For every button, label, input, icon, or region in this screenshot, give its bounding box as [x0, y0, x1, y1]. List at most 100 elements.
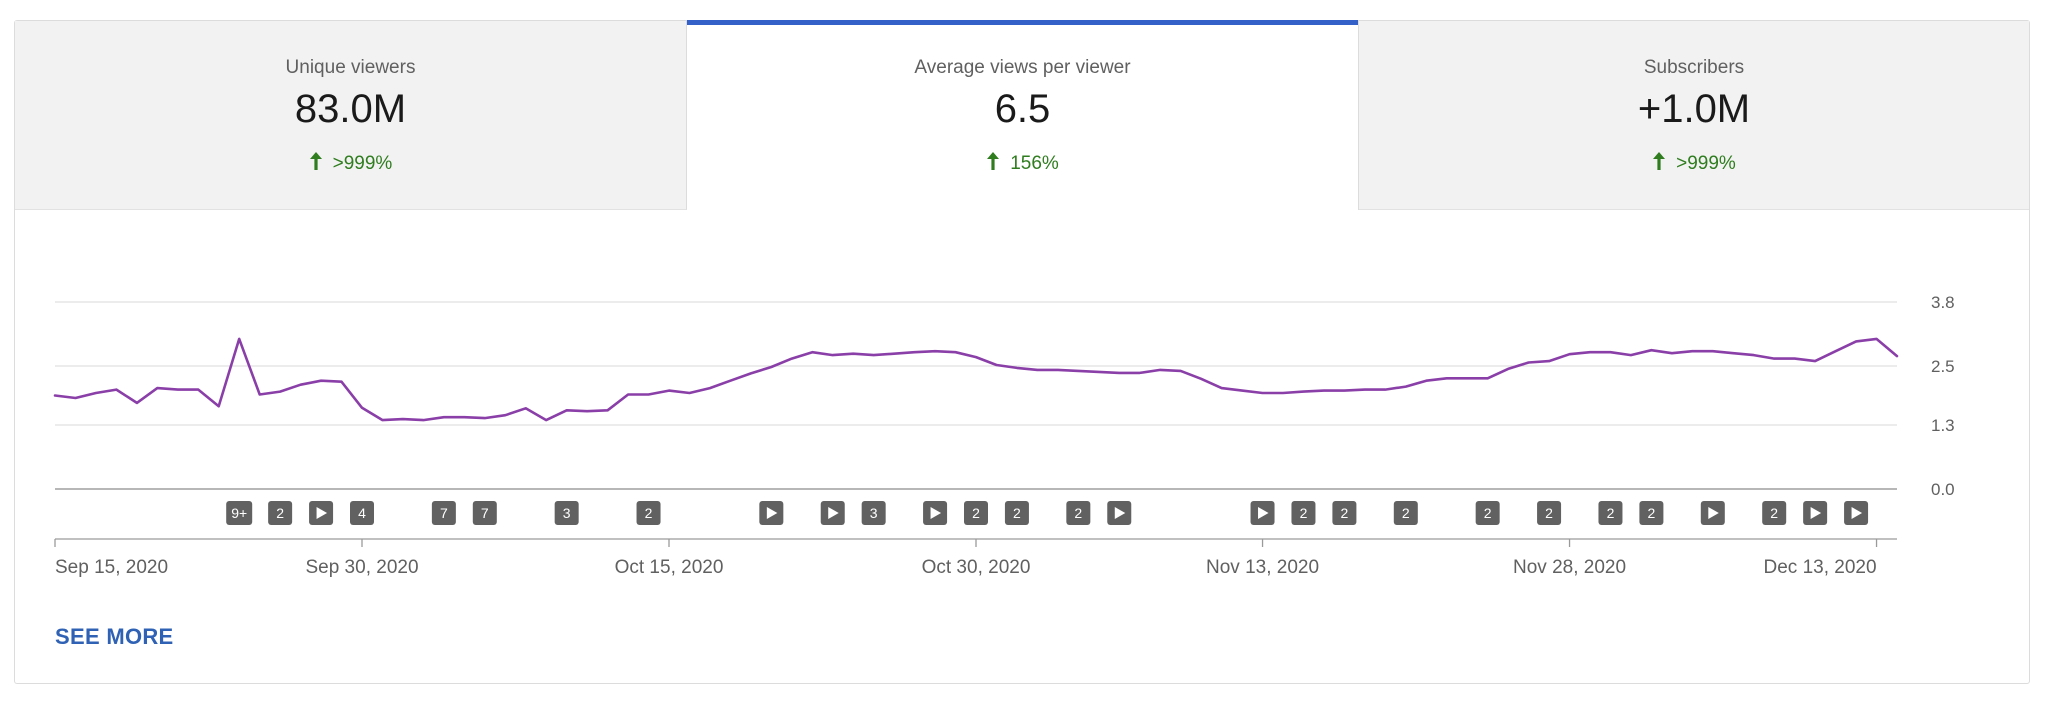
event-count-label: 7 [481, 505, 489, 521]
event-marker-box [1004, 501, 1029, 525]
video-event-marker[interactable] [1844, 501, 1869, 525]
play-icon [930, 507, 942, 519]
arrow-up-icon [987, 152, 1000, 170]
event-count-marker[interactable]: 3 [554, 501, 579, 525]
x-tick-label: Oct 15, 2020 [615, 557, 724, 578]
arrow-up-icon [309, 152, 322, 170]
play-icon [1114, 507, 1126, 519]
arrow-up-icon [1653, 152, 1666, 170]
event-count-marker[interactable]: 3 [861, 501, 886, 525]
event-count-marker[interactable]: 2 [1639, 501, 1664, 525]
y-tick-label: 2.5 [1931, 357, 1955, 376]
event-marker-box [554, 501, 579, 525]
event-marker-box [472, 501, 497, 525]
event-count-marker[interactable]: 2 [964, 501, 988, 525]
event-count-marker[interactable]: 2 [268, 501, 293, 525]
event-count-marker[interactable]: 2 [636, 501, 661, 525]
line-chart: 0.0 1.3 2.5 3.8 Sep 15, 2020 Sep 30, 2020 Oct … [53, 293, 1955, 578]
event-count-label: 2 [1545, 505, 1553, 521]
event-marker-box [1066, 501, 1091, 525]
video-event-marker[interactable] [759, 501, 784, 525]
tab-unique-viewers[interactable]: Unique viewers 83.0M >999% [15, 21, 687, 210]
tab-label: Unique viewers [285, 57, 416, 78]
event-count-label: 4 [358, 505, 366, 521]
play-icon [1258, 507, 1269, 519]
tab-value: 83.0M [294, 87, 407, 131]
event-count-label: 2 [645, 505, 653, 521]
x-tick-label: Sep 15, 2020 [55, 557, 168, 578]
event-marker-box [1475, 501, 1500, 525]
series-line [53, 337, 1899, 422]
video-event-marker[interactable] [923, 501, 948, 525]
event-count-marker[interactable]: 9+ [226, 501, 253, 525]
event-count-label: 7 [440, 505, 448, 521]
event-marker-box [1598, 501, 1623, 525]
y-tick-label: 3.8 [1931, 293, 1955, 312]
video-event-marker[interactable] [1803, 501, 1828, 525]
event-count-marker[interactable]: 2 [1332, 501, 1357, 525]
x-tick-label: Nov 28, 2020 [1513, 557, 1626, 578]
event-marker-box [226, 501, 253, 525]
tab-delta: 156% [687, 151, 1358, 175]
event-count-marker[interactable]: 2 [1598, 501, 1623, 525]
event-count-marker[interactable]: 2 [1393, 501, 1418, 525]
x-tick-label: Nov 13, 2020 [1206, 557, 1319, 578]
event-marker-box [1537, 501, 1562, 525]
event-count-marker[interactable]: 2 [1762, 501, 1787, 525]
event-count-marker[interactable]: 2 [1291, 501, 1316, 525]
x-tick-label: Oct 30, 2020 [922, 557, 1031, 578]
event-count-label: 3 [870, 505, 878, 521]
y-tick-label: 1.3 [1931, 416, 1955, 435]
event-count-label: 2 [1402, 505, 1410, 521]
event-count-label: 2 [1484, 505, 1492, 521]
play-icon [1708, 507, 1719, 519]
event-count-marker[interactable]: 2 [1066, 501, 1091, 525]
tab-subscribers[interactable]: Subscribers +1.0M >999% [1359, 21, 2029, 210]
y-tick-label: 0.0 [1931, 480, 1955, 499]
event-marker-box [268, 501, 293, 525]
see-more-link[interactable]: SEE MORE [55, 624, 174, 649]
tab-average-views-per-viewer[interactable]: Average views per viewer 6.5 156% [687, 20, 1359, 210]
event-marker-box [350, 501, 374, 525]
x-tick-label: Dec 13, 2020 [1764, 557, 1877, 578]
event-marker-box [636, 501, 661, 525]
event-count-marker[interactable]: 2 [1004, 501, 1029, 525]
event-count-label: 2 [1770, 505, 1778, 521]
analytics-card: Unique viewers 83.0M >999% Average views… [14, 20, 2030, 684]
tab-label: Subscribers [1643, 57, 1745, 78]
tab-delta: >999% [15, 151, 686, 175]
event-count-marker[interactable]: 2 [1537, 501, 1562, 525]
play-icon [766, 507, 778, 519]
event-marker-box [964, 501, 988, 525]
event-marker-box [861, 501, 886, 525]
event-marker-box [1393, 501, 1418, 525]
play-icon [1810, 507, 1822, 519]
event-count-label: 2 [1074, 505, 1082, 521]
event-count-marker[interactable]: 7 [431, 501, 456, 525]
video-event-marker[interactable] [309, 501, 334, 525]
video-event-marker[interactable] [1107, 501, 1132, 525]
video-event-marker[interactable] [820, 501, 845, 525]
event-count-label: 9+ [231, 505, 247, 521]
event-count-label: 2 [1648, 505, 1656, 521]
event-count-marker[interactable]: 4 [350, 501, 374, 525]
event-count-marker[interactable]: 2 [1475, 501, 1500, 525]
play-icon [828, 507, 839, 519]
video-event-marker[interactable] [1700, 501, 1725, 525]
delta-text: >999% [1676, 153, 1736, 174]
event-marker-box [1639, 501, 1664, 525]
delta-text: 156% [1010, 153, 1059, 174]
event-count-label: 2 [276, 505, 284, 521]
video-event-marker[interactable] [1250, 501, 1275, 525]
event-count-label: 3 [563, 505, 571, 521]
x-tick-label: Sep 30, 2020 [305, 557, 418, 578]
event-count-label: 2 [1300, 505, 1308, 521]
play-icon [1851, 507, 1863, 519]
tab-value: +1.0M [1637, 87, 1751, 131]
tab-delta: >999% [1359, 151, 2029, 175]
tab-label: Average views per viewer [914, 57, 1131, 78]
event-marker-box [431, 501, 456, 525]
event-count-label: 2 [1341, 505, 1349, 521]
delta-text: >999% [332, 153, 393, 174]
event-count-marker[interactable]: 7 [472, 501, 497, 525]
